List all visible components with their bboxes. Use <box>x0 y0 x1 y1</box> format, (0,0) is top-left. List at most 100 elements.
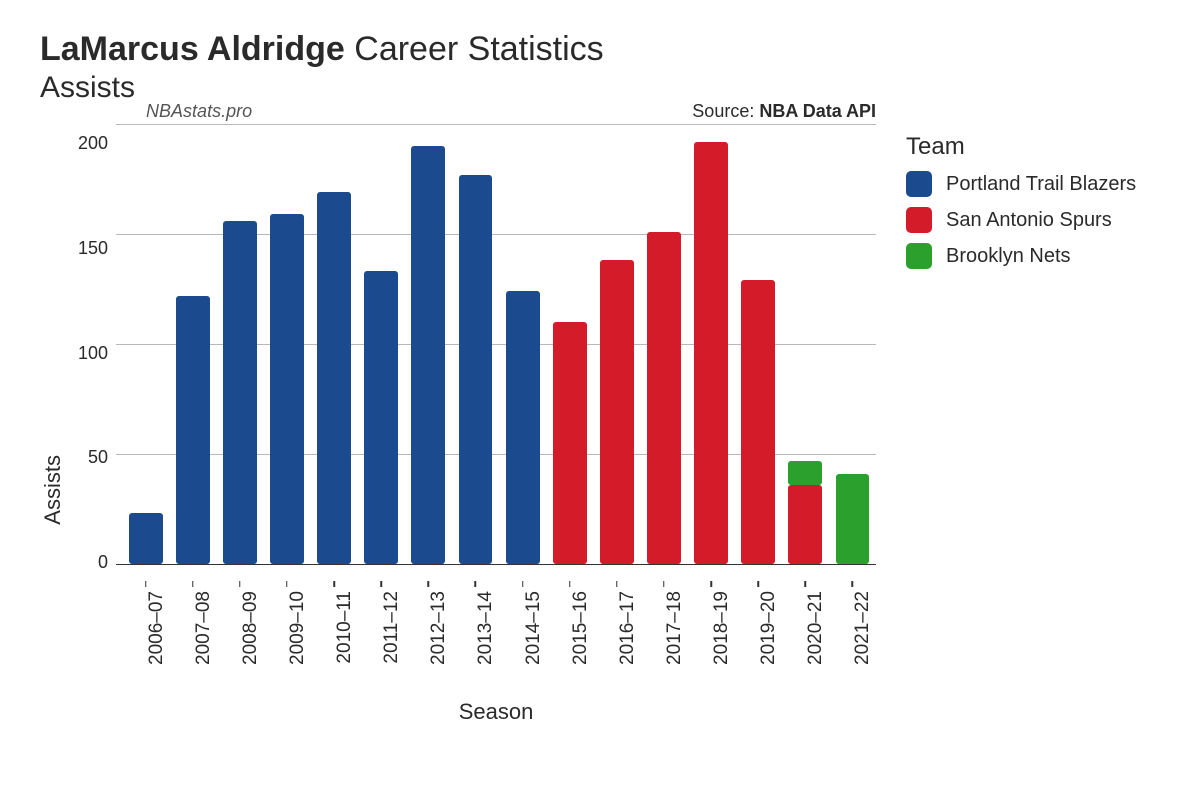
x-tick-label: 2007–08 <box>193 591 215 665</box>
x-tick-mark <box>192 581 194 587</box>
chart-area: Assists 200150100500 NBAstats.pro Source… <box>40 125 1160 725</box>
bar-segment <box>270 214 304 564</box>
legend-label: Brooklyn Nets <box>946 245 1071 268</box>
x-tick: 2015–16 <box>546 585 593 695</box>
bar-segment <box>506 291 540 564</box>
x-tick: 2014–15 <box>499 585 546 695</box>
bar-segment <box>836 474 870 564</box>
bar-stack <box>358 125 405 564</box>
x-tick: 2012–13 <box>405 585 452 695</box>
x-tick: 2011–12 <box>358 585 405 695</box>
bar-segment <box>364 271 398 564</box>
bar-segment <box>741 280 775 564</box>
x-tick: 2016–17 <box>593 585 640 695</box>
x-tick-mark <box>852 581 854 587</box>
bar-stack <box>593 125 640 564</box>
bar-segment <box>553 322 587 564</box>
chart-title-line2: Assists <box>40 71 1160 105</box>
bar-segment <box>647 232 681 564</box>
legend-label: Portland Trail Blazers <box>946 173 1136 196</box>
y-tick-label: 150 <box>78 238 108 259</box>
legend-swatch <box>906 243 932 269</box>
x-tick: 2006–07 <box>122 585 169 695</box>
legend-label: San Antonio Spurs <box>946 209 1112 232</box>
bar-stack <box>311 125 358 564</box>
bar-slot <box>263 125 310 564</box>
bar-segment <box>600 260 634 564</box>
bar-stack <box>452 125 499 564</box>
bar-slot <box>405 125 452 564</box>
bar-segment <box>459 175 493 564</box>
bar-stack <box>405 125 452 564</box>
source-name: NBA Data API <box>759 101 876 121</box>
x-tick-mark <box>380 581 382 587</box>
x-tick-mark <box>428 581 430 587</box>
x-tick-label: 2018–19 <box>711 591 733 665</box>
x-tick: 2013–14 <box>452 585 499 695</box>
bar-slot <box>499 125 546 564</box>
x-tick: 2019–20 <box>735 585 782 695</box>
x-tick-mark <box>805 581 807 587</box>
y-tick-label: 200 <box>78 133 108 154</box>
x-tick: 2020–21 <box>782 585 829 695</box>
bar-slot <box>593 125 640 564</box>
bar-segment <box>788 485 822 564</box>
bar-stack <box>499 125 546 564</box>
plot-area: NBAstats.pro Source: NBA Data API <box>116 125 876 581</box>
bar-segment <box>694 142 728 564</box>
x-tick-label: 2019–20 <box>758 591 780 665</box>
chart-title-line1: LaMarcus Aldridge Career Statistics <box>40 30 1160 69</box>
x-tick-mark <box>145 581 147 587</box>
x-tick: 2008–09 <box>216 585 263 695</box>
bar-slot <box>311 125 358 564</box>
x-tick-mark <box>333 581 335 587</box>
x-tick-mark <box>710 581 712 587</box>
x-tick-label: 2015–16 <box>570 591 592 665</box>
x-tick: 2021–22 <box>829 585 876 695</box>
bar-stack <box>735 125 782 564</box>
bar-slot <box>169 125 216 564</box>
x-tick-mark <box>475 581 477 587</box>
bar-stack <box>122 125 169 564</box>
legend-swatch <box>906 207 932 233</box>
y-tick-label: 50 <box>88 447 108 468</box>
x-tick-mark <box>663 581 665 587</box>
bar-segment <box>176 296 210 564</box>
bar-slot <box>452 125 499 564</box>
legend-item: Brooklyn Nets <box>906 243 1136 269</box>
bar-slot <box>829 125 876 564</box>
bar-segment <box>788 461 822 485</box>
bar-segment <box>317 192 351 564</box>
title-suffix: Career Statistics <box>354 30 603 68</box>
x-tick-label: 2020–21 <box>805 591 827 665</box>
x-tick-label: 2012–13 <box>428 591 450 665</box>
bar-slot <box>358 125 405 564</box>
bar-slot <box>122 125 169 564</box>
bar-segment <box>223 221 257 564</box>
x-tick-mark <box>286 581 288 587</box>
plot-annotations: NBAstats.pro Source: NBA Data API <box>116 101 876 122</box>
x-tick-label: 2014–15 <box>523 591 545 665</box>
x-tick-label: 2009–10 <box>287 591 309 665</box>
x-tick-label: 2011–12 <box>381 591 403 664</box>
legend-title: Team <box>906 133 1136 161</box>
x-tick-label: 2008–09 <box>240 591 262 665</box>
x-tick-mark <box>757 581 759 587</box>
x-tick-mark <box>569 581 571 587</box>
legend-swatch <box>906 171 932 197</box>
x-tick-label: 2021–22 <box>852 591 874 665</box>
x-tick-mark <box>522 581 524 587</box>
y-axis-label: Assists <box>40 325 66 525</box>
y-axis-ticks: 200150100500 <box>78 133 116 573</box>
legend: Team Portland Trail Blazers San Antonio S… <box>906 133 1136 279</box>
bar-slot <box>688 125 735 564</box>
x-tick-label: 2017–18 <box>664 591 686 665</box>
source-annotation: Source: NBA Data API <box>692 101 876 122</box>
bar-slot <box>735 125 782 564</box>
bar-slot <box>782 125 829 564</box>
source-prefix: Source: <box>692 101 754 121</box>
bar-stack <box>263 125 310 564</box>
y-tick-label: 100 <box>78 343 108 364</box>
bar-slot <box>546 125 593 564</box>
x-tick: 2010–11 <box>311 585 358 695</box>
